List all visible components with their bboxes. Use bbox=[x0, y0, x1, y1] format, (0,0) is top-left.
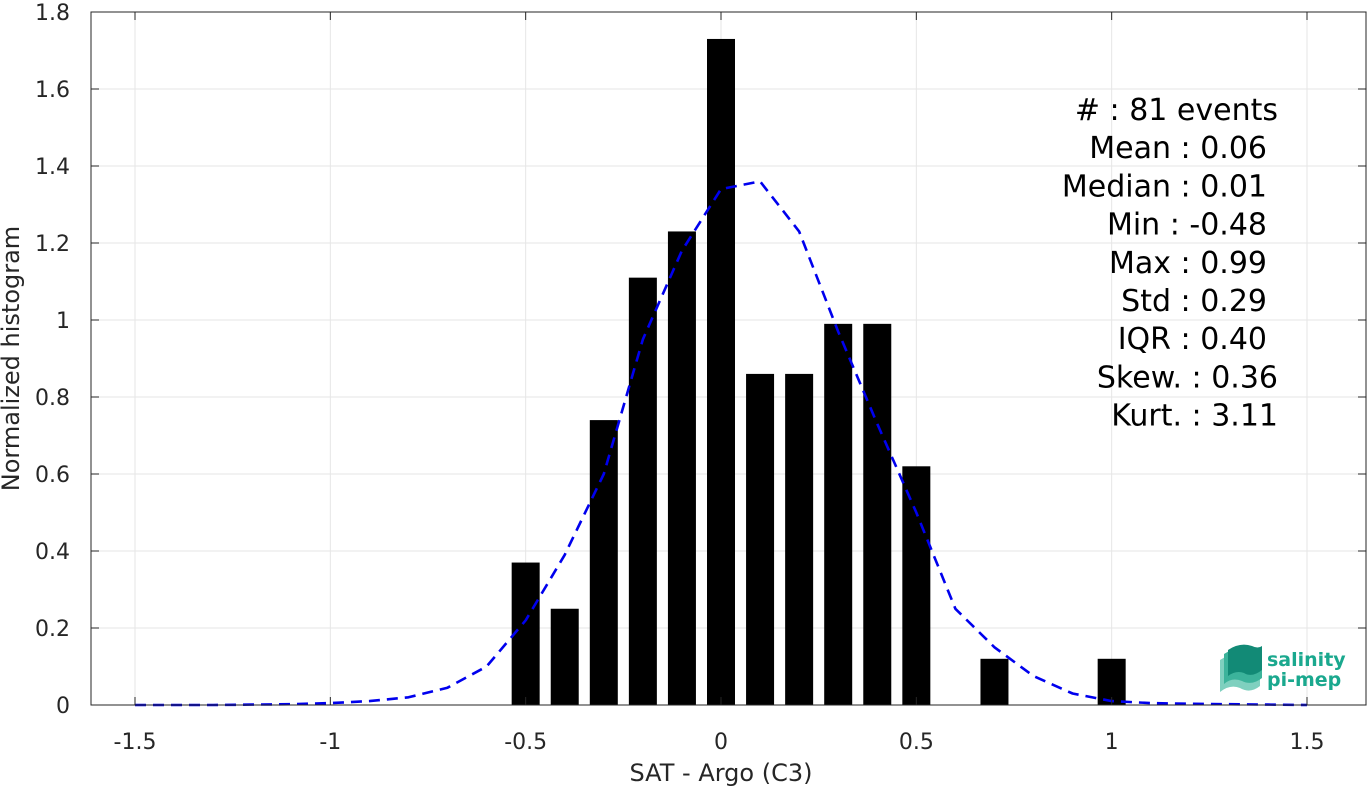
logo-text-pi-mep: pi-mep bbox=[1267, 669, 1341, 691]
stat-separator: : bbox=[1171, 246, 1200, 281]
y-tick-label: 1.6 bbox=[35, 78, 70, 103]
stat-label: Skew. bbox=[1097, 360, 1182, 395]
y-tick-label: 0.4 bbox=[35, 540, 70, 565]
stat-label: # bbox=[1075, 93, 1110, 128]
stat-line: Max : 0.99 bbox=[1109, 246, 1267, 281]
y-tick-label: 1.8 bbox=[35, 1, 70, 26]
bar-5 bbox=[707, 38, 735, 705]
bar-1 bbox=[550, 608, 579, 705]
stat-line: # : 81 events bbox=[1075, 93, 1278, 128]
x-tick-label: 1.5 bbox=[1290, 730, 1325, 755]
y-axis-label: Normalized histogram bbox=[0, 226, 25, 491]
stat-value: 0.36 bbox=[1211, 360, 1278, 395]
stat-separator: : bbox=[1160, 208, 1189, 243]
logo-text-salinity: salinity bbox=[1267, 649, 1346, 671]
y-tick-label: 1.2 bbox=[35, 232, 70, 257]
stat-line: IQR : 0.40 bbox=[1118, 322, 1267, 357]
y-tick-label: 0 bbox=[56, 694, 70, 719]
salinity-pi-mep-logo: salinity pi-mep bbox=[1220, 644, 1346, 692]
stat-separator: : bbox=[1171, 169, 1200, 204]
x-tick-label: -0.5 bbox=[504, 730, 547, 755]
stat-separator: : bbox=[1110, 93, 1130, 128]
stat-label: Kurt. bbox=[1111, 399, 1182, 434]
stat-separator: : bbox=[1171, 284, 1200, 319]
x-axis-label: SAT - Argo (C3) bbox=[630, 759, 813, 787]
stat-label: Mean bbox=[1089, 131, 1171, 166]
stat-value: 0.40 bbox=[1200, 322, 1267, 357]
y-axis-ticks: 0 0.2 0.4 0.6 0.8 1 1.2 1.4 1.6 1.8 bbox=[35, 1, 1366, 719]
stat-line: Kurt. : 3.11 bbox=[1111, 399, 1278, 434]
x-tick-label: -1.5 bbox=[114, 730, 157, 755]
y-tick-label: 0.8 bbox=[35, 386, 70, 411]
stat-separator: : bbox=[1182, 360, 1211, 395]
stat-separator: : bbox=[1182, 399, 1211, 434]
stat-value: 81 events bbox=[1129, 93, 1278, 128]
x-tick-label: 0.5 bbox=[899, 730, 934, 755]
stat-label: Min bbox=[1107, 208, 1160, 243]
bar-0 bbox=[511, 562, 540, 705]
stat-separator: : bbox=[1171, 322, 1200, 357]
stat-value: -0.48 bbox=[1189, 208, 1267, 243]
x-tick-label: -1 bbox=[319, 730, 341, 755]
stat-line: Min : -0.48 bbox=[1107, 208, 1267, 243]
stat-value: 3.11 bbox=[1211, 399, 1278, 434]
stat-line: Mean : 0.06 bbox=[1089, 131, 1267, 166]
x-tick-label: 0 bbox=[714, 730, 728, 755]
stat-line: Std : 0.29 bbox=[1121, 284, 1267, 319]
bar-2 bbox=[589, 420, 618, 705]
plot-frame bbox=[90, 11, 1367, 706]
stat-value: 0.99 bbox=[1200, 246, 1267, 281]
y-tick-label: 1 bbox=[56, 309, 70, 334]
bar-4 bbox=[667, 231, 696, 705]
stat-label: Max bbox=[1109, 246, 1171, 281]
y-tick-label: 0.2 bbox=[35, 617, 70, 642]
x-tick-label: 1 bbox=[1105, 730, 1119, 755]
bars bbox=[511, 38, 1126, 705]
stat-value: 0.01 bbox=[1200, 169, 1267, 204]
stat-label: Median bbox=[1062, 169, 1171, 204]
stat-value: 0.06 bbox=[1200, 131, 1267, 166]
bar-7 bbox=[785, 373, 814, 705]
logo-waves-icon bbox=[1220, 644, 1262, 692]
stat-label: Std bbox=[1121, 284, 1171, 319]
stat-line: Skew. : 0.36 bbox=[1097, 360, 1278, 395]
stat-value: 0.29 bbox=[1200, 284, 1267, 319]
bar-11 bbox=[980, 658, 1009, 705]
bar-9 bbox=[863, 323, 892, 705]
x-axis-ticks: -1.5 -1 -0.5 0 0.5 1 1.5 bbox=[114, 12, 1325, 755]
y-tick-label: 0.6 bbox=[35, 463, 70, 488]
bar-6 bbox=[746, 373, 775, 705]
y-tick-label: 1.4 bbox=[35, 155, 70, 180]
bar-8 bbox=[824, 323, 853, 705]
bar-3 bbox=[628, 277, 657, 705]
stat-label: IQR bbox=[1118, 322, 1171, 357]
stat-line: Median : 0.01 bbox=[1062, 169, 1267, 204]
stat-separator: : bbox=[1171, 131, 1200, 166]
bar-10 bbox=[902, 466, 931, 705]
